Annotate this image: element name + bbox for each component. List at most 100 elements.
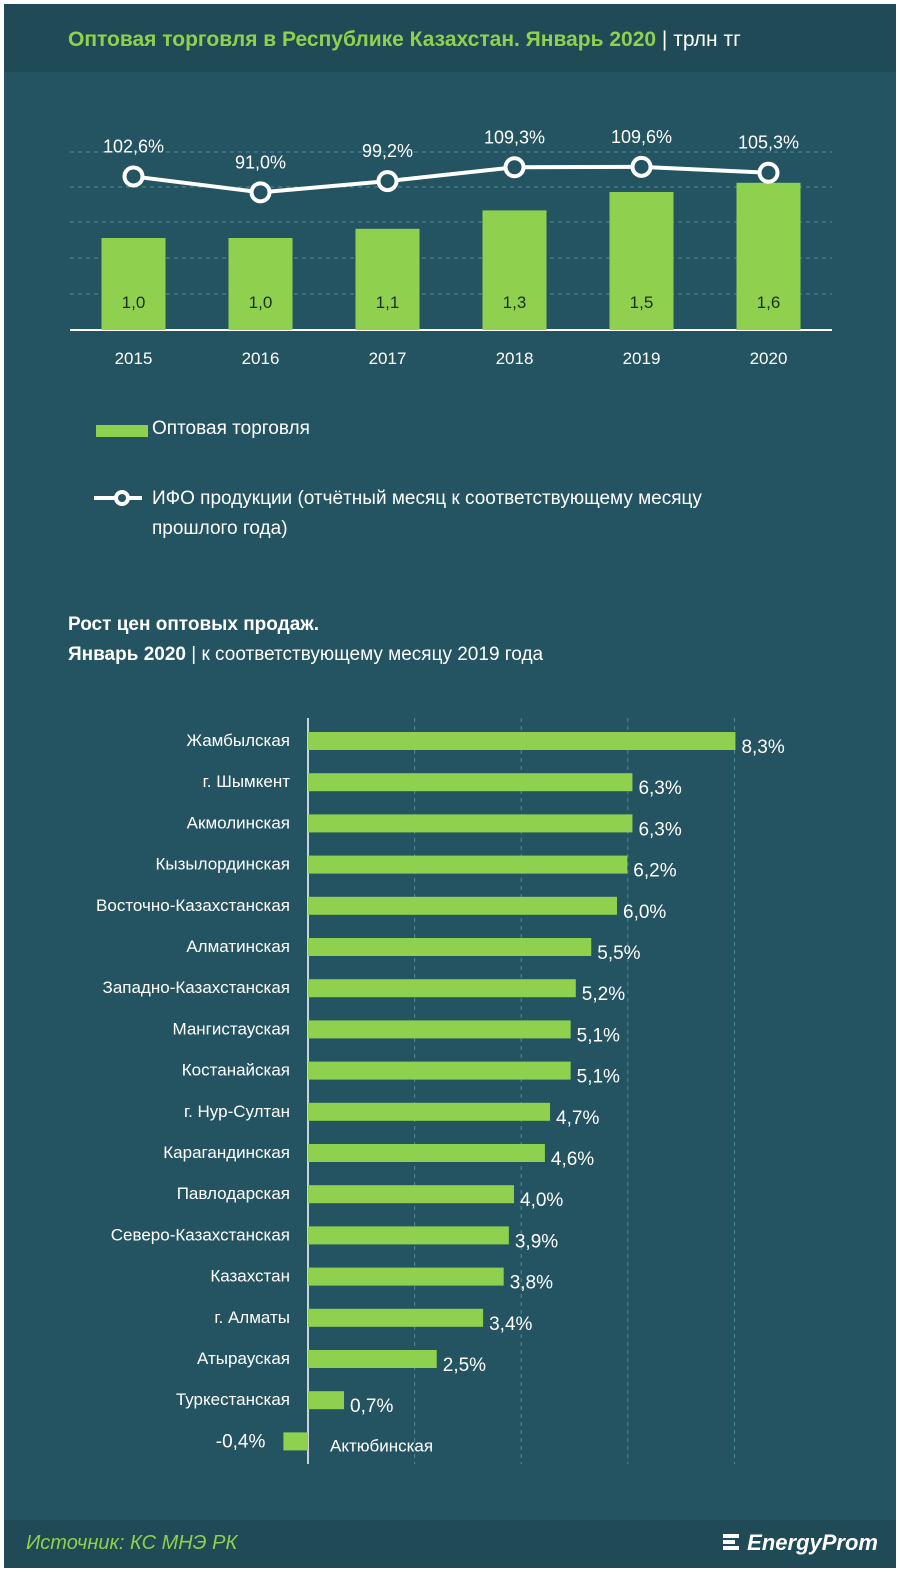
chart2-category-label: г. Алматы	[214, 1308, 290, 1327]
source-note: Источник: КС МНЭ РК	[26, 1532, 238, 1554]
chart2-category-label: Восточно-Казахстанская	[96, 896, 290, 915]
chart2-bar	[308, 1144, 545, 1162]
chart1-bar	[355, 228, 420, 330]
chart2-category-label: Актюбинская	[330, 1436, 433, 1455]
chart2-category-label: Костанайская	[182, 1061, 290, 1080]
chart2-category-label: г. Шымкент	[203, 772, 291, 791]
chart1-x-tick: 2018	[496, 349, 534, 368]
legend-line-text-1: ИФО продукции (отчётный месяц к соответс…	[152, 488, 702, 509]
brand-logo: EnergyProm	[721, 1530, 878, 1556]
chart1-x-tick: 2017	[369, 349, 407, 368]
chart2-value-label: 3,8%	[510, 1273, 553, 1294]
chart2-category-label: Казахстан	[210, 1267, 290, 1286]
chart2-value-labels: 8,3% 6,3% 6,3% 6,2% 6,0% 5,5% 5,2% 5,1% 5,1% 4,7%…	[216, 737, 785, 1452]
chart2-bar	[308, 938, 592, 956]
wholesale-trade-chart: 1,0 1,0 1,1 1,3 1,5 1,6 102,6% 91,0% 99,2% 109,3…	[70, 127, 832, 368]
chart2-category-label: Северо-Казахстанская	[111, 1225, 290, 1244]
chart1-bar	[482, 210, 547, 330]
chart1-x-tick: 2016	[242, 349, 280, 368]
second-chart-title: Рост цен оптовых продаж. Январь 2020 | к…	[68, 610, 543, 670]
chart2-value-label: 5,1%	[577, 1067, 620, 1088]
chart2-category-label: Атырауская	[197, 1349, 290, 1368]
chart1-bar	[609, 192, 674, 330]
chart1-bar-label: 1,6	[757, 293, 781, 312]
title-unit: трлн тг	[673, 28, 741, 51]
second-chart-period: Январь 2020	[68, 644, 186, 665]
chart2-category-label: Западно-Казахстанская	[103, 978, 290, 997]
chart1-ifo-point	[122, 165, 145, 188]
brand-name: EnergyProm	[747, 1530, 878, 1555]
second-chart-title-line2: Январь 2020 | к соответствующему месяцу …	[68, 640, 543, 670]
chart2-value-label: 5,1%	[577, 1025, 620, 1046]
chart1-ifo-point	[249, 181, 272, 204]
chart2-value-label: 5,2%	[582, 984, 625, 1005]
footer: Источник: КС МНЭ РК EnergyProm	[4, 1520, 896, 1568]
chart2-category-label: Алматинская	[186, 937, 290, 956]
title-separator: |	[661, 28, 668, 51]
chart2-value-label: 0,7%	[350, 1396, 393, 1417]
chart2-category-label: Акмолинская	[187, 813, 290, 832]
energyprom-logo-icon	[723, 1534, 740, 1550]
chart2-bar	[308, 1308, 484, 1327]
chart2-category-label: Карагандинская	[163, 1143, 290, 1162]
chart1-x-tick: 2015	[115, 349, 153, 368]
legend-line-label: ИФО продукции (отчётный месяц к соответс…	[152, 484, 702, 544]
chart1-bar-label: 1,5	[630, 293, 654, 312]
chart1-grid	[70, 151, 832, 331]
chart1-bar-label: 1,0	[122, 293, 146, 312]
chart1-bars	[101, 182, 801, 330]
chart1-ifo-label: 105,3%	[738, 133, 799, 153]
chart2-value-label: 2,5%	[443, 1355, 486, 1376]
legend-bar-swatch	[96, 425, 148, 437]
chart2-category-label: Павлодарская	[177, 1184, 290, 1203]
chart2-value-label: 4,6%	[551, 1149, 594, 1170]
chart1-bar	[736, 182, 801, 330]
chart1-ifo-polyline	[133, 164, 769, 195]
chart2-value-label: 6,3%	[638, 778, 681, 799]
legend-line-marker-icon	[94, 490, 142, 506]
chart2-bar	[308, 773, 633, 792]
chart2-category-label: Туркестанская	[176, 1390, 290, 1409]
price-growth-chart: Жамбылская г. Шымкент Акмолинская Кызылорди…	[96, 718, 785, 1464]
chart2-category-label: Кызылординская	[155, 855, 290, 874]
chart1-ifo-point	[630, 155, 653, 178]
chart1-bar-label: 1,0	[249, 293, 273, 312]
chart2-bar	[308, 1061, 571, 1080]
chart2-bar	[308, 732, 736, 750]
chart1-x-tick: 2019	[623, 349, 661, 368]
legend-line-text-2: прошлого года)	[152, 518, 288, 539]
chart1-ifo-label: 109,6%	[611, 127, 672, 147]
chart2-category-labels: Жамбылская г. Шымкент Акмолинская Кызылорди…	[96, 731, 433, 1455]
chart1-x-tick: 2020	[750, 349, 788, 368]
chart2-bar	[308, 896, 617, 915]
chart2-bar	[308, 1267, 504, 1286]
chart2-value-label: 6,0%	[623, 902, 666, 923]
second-chart-separator: |	[191, 644, 197, 665]
chart1-bar-labels: 1,0 1,0 1,1 1,3 1,5 1,6	[122, 293, 781, 312]
chart1-x-ticks: 2015 2016 2017 2018 2019 2020	[115, 349, 788, 368]
title-text: Оптовая торговля в Республике Казахстан.…	[68, 28, 657, 51]
chart1-bar	[101, 238, 166, 330]
chart2-value-label: 6,3%	[638, 819, 681, 840]
chart1-bar-label: 1,3	[503, 293, 527, 312]
chart1-ifo-line	[122, 155, 780, 204]
chart1-ifo-label: 91,0%	[235, 152, 286, 172]
chart2-category-label: Жамбылская	[186, 731, 290, 750]
chart1-ifo-point	[503, 156, 526, 179]
chart2-value-label: 4,7%	[556, 1108, 599, 1129]
chart2-value-label: -0,4%	[216, 1431, 266, 1452]
chart2-bar	[308, 1226, 509, 1245]
chart1-bar-label: 1,1	[376, 293, 400, 312]
chart2-bar	[308, 1020, 571, 1039]
chart1-ifo-point	[757, 161, 780, 184]
chart2-bar	[308, 1185, 514, 1204]
chart2-category-label: Мангистауская	[172, 1019, 290, 1038]
chart1-ifo-point	[376, 170, 399, 193]
chart1-ifo-label: 99,2%	[362, 141, 413, 161]
chart1-ifo-labels: 102,6% 91,0% 99,2% 109,3% 109,6% 105,3%	[103, 127, 799, 172]
chart2-bar	[308, 1102, 551, 1121]
chart2-bars	[283, 732, 736, 1451]
chart2-category-label: г. Нур-Султан	[184, 1102, 290, 1121]
legend-bars-label: Оптовая торговля	[152, 418, 310, 439]
chart2-value-label: 3,9%	[515, 1231, 558, 1252]
